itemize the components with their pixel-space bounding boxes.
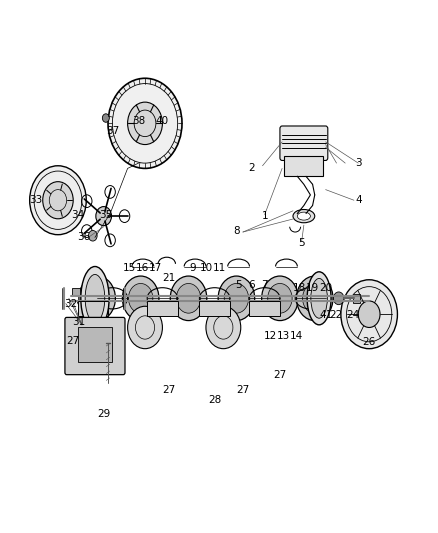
- Bar: [250, 301, 280, 316]
- Circle shape: [218, 276, 254, 320]
- Text: 27: 27: [67, 336, 80, 346]
- Text: 41: 41: [319, 310, 332, 320]
- Text: 37: 37: [106, 126, 119, 136]
- Text: 4: 4: [355, 195, 362, 205]
- Text: 36: 36: [78, 232, 91, 243]
- Text: 16: 16: [136, 263, 149, 273]
- Text: 5: 5: [235, 280, 242, 290]
- Circle shape: [96, 207, 112, 225]
- Circle shape: [268, 284, 292, 313]
- Circle shape: [79, 276, 116, 320]
- Text: 20: 20: [319, 282, 332, 293]
- Text: 29: 29: [97, 409, 110, 419]
- Circle shape: [88, 230, 97, 241]
- Text: 10: 10: [199, 263, 212, 273]
- Text: 38: 38: [132, 116, 145, 126]
- Text: 6: 6: [248, 280, 255, 290]
- Circle shape: [108, 78, 182, 168]
- Text: 14: 14: [290, 332, 303, 342]
- Bar: [78, 301, 108, 316]
- Bar: [199, 301, 230, 316]
- Circle shape: [127, 306, 162, 349]
- Text: 35: 35: [99, 209, 113, 220]
- Circle shape: [358, 301, 380, 327]
- Bar: [284, 156, 323, 176]
- Bar: [72, 288, 80, 296]
- Text: 2: 2: [248, 164, 255, 173]
- Text: 11: 11: [212, 263, 226, 273]
- FancyBboxPatch shape: [280, 126, 328, 160]
- Text: 26: 26: [363, 337, 376, 347]
- Bar: [147, 301, 178, 316]
- Ellipse shape: [311, 278, 327, 318]
- Ellipse shape: [85, 274, 105, 322]
- Circle shape: [297, 276, 333, 320]
- Circle shape: [333, 292, 344, 305]
- Text: 15: 15: [123, 263, 136, 273]
- Circle shape: [177, 284, 201, 313]
- Circle shape: [206, 306, 241, 349]
- Circle shape: [341, 280, 397, 349]
- Circle shape: [127, 102, 162, 144]
- Text: 9: 9: [190, 263, 196, 273]
- FancyBboxPatch shape: [65, 317, 125, 375]
- Bar: [353, 294, 360, 303]
- Text: 40: 40: [156, 116, 169, 126]
- Circle shape: [43, 182, 73, 219]
- Circle shape: [224, 284, 249, 313]
- Text: 33: 33: [30, 195, 43, 205]
- Text: 24: 24: [346, 310, 360, 320]
- Text: 17: 17: [149, 263, 162, 273]
- Ellipse shape: [293, 209, 315, 223]
- Text: 22: 22: [329, 310, 342, 320]
- Text: 7: 7: [261, 280, 268, 290]
- Ellipse shape: [297, 212, 311, 220]
- Text: 8: 8: [233, 226, 240, 236]
- Text: 18: 18: [293, 282, 306, 293]
- Text: 12: 12: [264, 332, 277, 342]
- Text: 27: 27: [237, 384, 250, 394]
- Circle shape: [303, 284, 327, 313]
- Circle shape: [122, 276, 159, 320]
- Text: 21: 21: [162, 273, 176, 283]
- Bar: [78, 327, 113, 362]
- Text: 19: 19: [306, 282, 319, 293]
- Ellipse shape: [307, 272, 331, 325]
- Circle shape: [30, 166, 86, 235]
- Text: 27: 27: [273, 370, 286, 380]
- Text: 32: 32: [64, 298, 78, 309]
- Text: 3: 3: [355, 158, 362, 168]
- Text: 34: 34: [71, 209, 84, 220]
- Text: 27: 27: [162, 384, 176, 394]
- Text: 28: 28: [208, 395, 221, 405]
- Circle shape: [85, 284, 110, 313]
- Circle shape: [102, 114, 110, 122]
- Circle shape: [261, 276, 298, 320]
- Text: 1: 1: [261, 211, 268, 221]
- Circle shape: [170, 276, 207, 320]
- Text: 13: 13: [277, 332, 290, 342]
- Text: 31: 31: [72, 317, 85, 327]
- Text: 5: 5: [298, 238, 305, 248]
- Ellipse shape: [81, 266, 109, 330]
- Circle shape: [128, 284, 153, 313]
